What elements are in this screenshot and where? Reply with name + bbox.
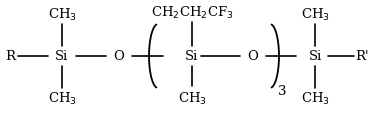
Text: Si: Si <box>55 50 69 63</box>
Text: CH$_3$: CH$_3$ <box>47 90 76 106</box>
Text: R: R <box>5 50 15 63</box>
Text: CH$_3$: CH$_3$ <box>301 90 329 106</box>
Text: R': R' <box>355 50 369 63</box>
Text: Si: Si <box>308 50 322 63</box>
Text: O: O <box>248 50 258 63</box>
Text: CH$_3$: CH$_3$ <box>47 7 76 23</box>
Text: O: O <box>113 50 125 63</box>
Text: CH$_3$: CH$_3$ <box>178 90 207 106</box>
Text: CH$_2$CH$_2$CF$_3$: CH$_2$CH$_2$CF$_3$ <box>151 5 233 21</box>
Text: Si: Si <box>185 50 199 63</box>
Text: CH$_3$: CH$_3$ <box>301 7 329 23</box>
Text: 3: 3 <box>278 85 286 98</box>
